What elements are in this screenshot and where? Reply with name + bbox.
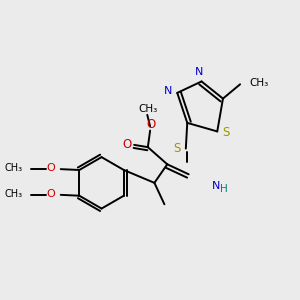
Text: O: O xyxy=(123,138,132,151)
Text: CH₃: CH₃ xyxy=(138,104,158,114)
Text: N: N xyxy=(212,181,220,191)
Text: N: N xyxy=(164,85,172,96)
Text: CH₃: CH₃ xyxy=(4,189,22,199)
Text: S: S xyxy=(222,126,230,140)
Text: O: O xyxy=(146,118,155,131)
Text: CH₃: CH₃ xyxy=(4,163,22,173)
Text: S: S xyxy=(174,142,181,154)
Text: H: H xyxy=(220,184,227,194)
Text: O: O xyxy=(46,189,55,199)
Text: CH₃: CH₃ xyxy=(250,78,269,88)
Text: O: O xyxy=(46,163,55,173)
Text: N: N xyxy=(195,67,203,77)
